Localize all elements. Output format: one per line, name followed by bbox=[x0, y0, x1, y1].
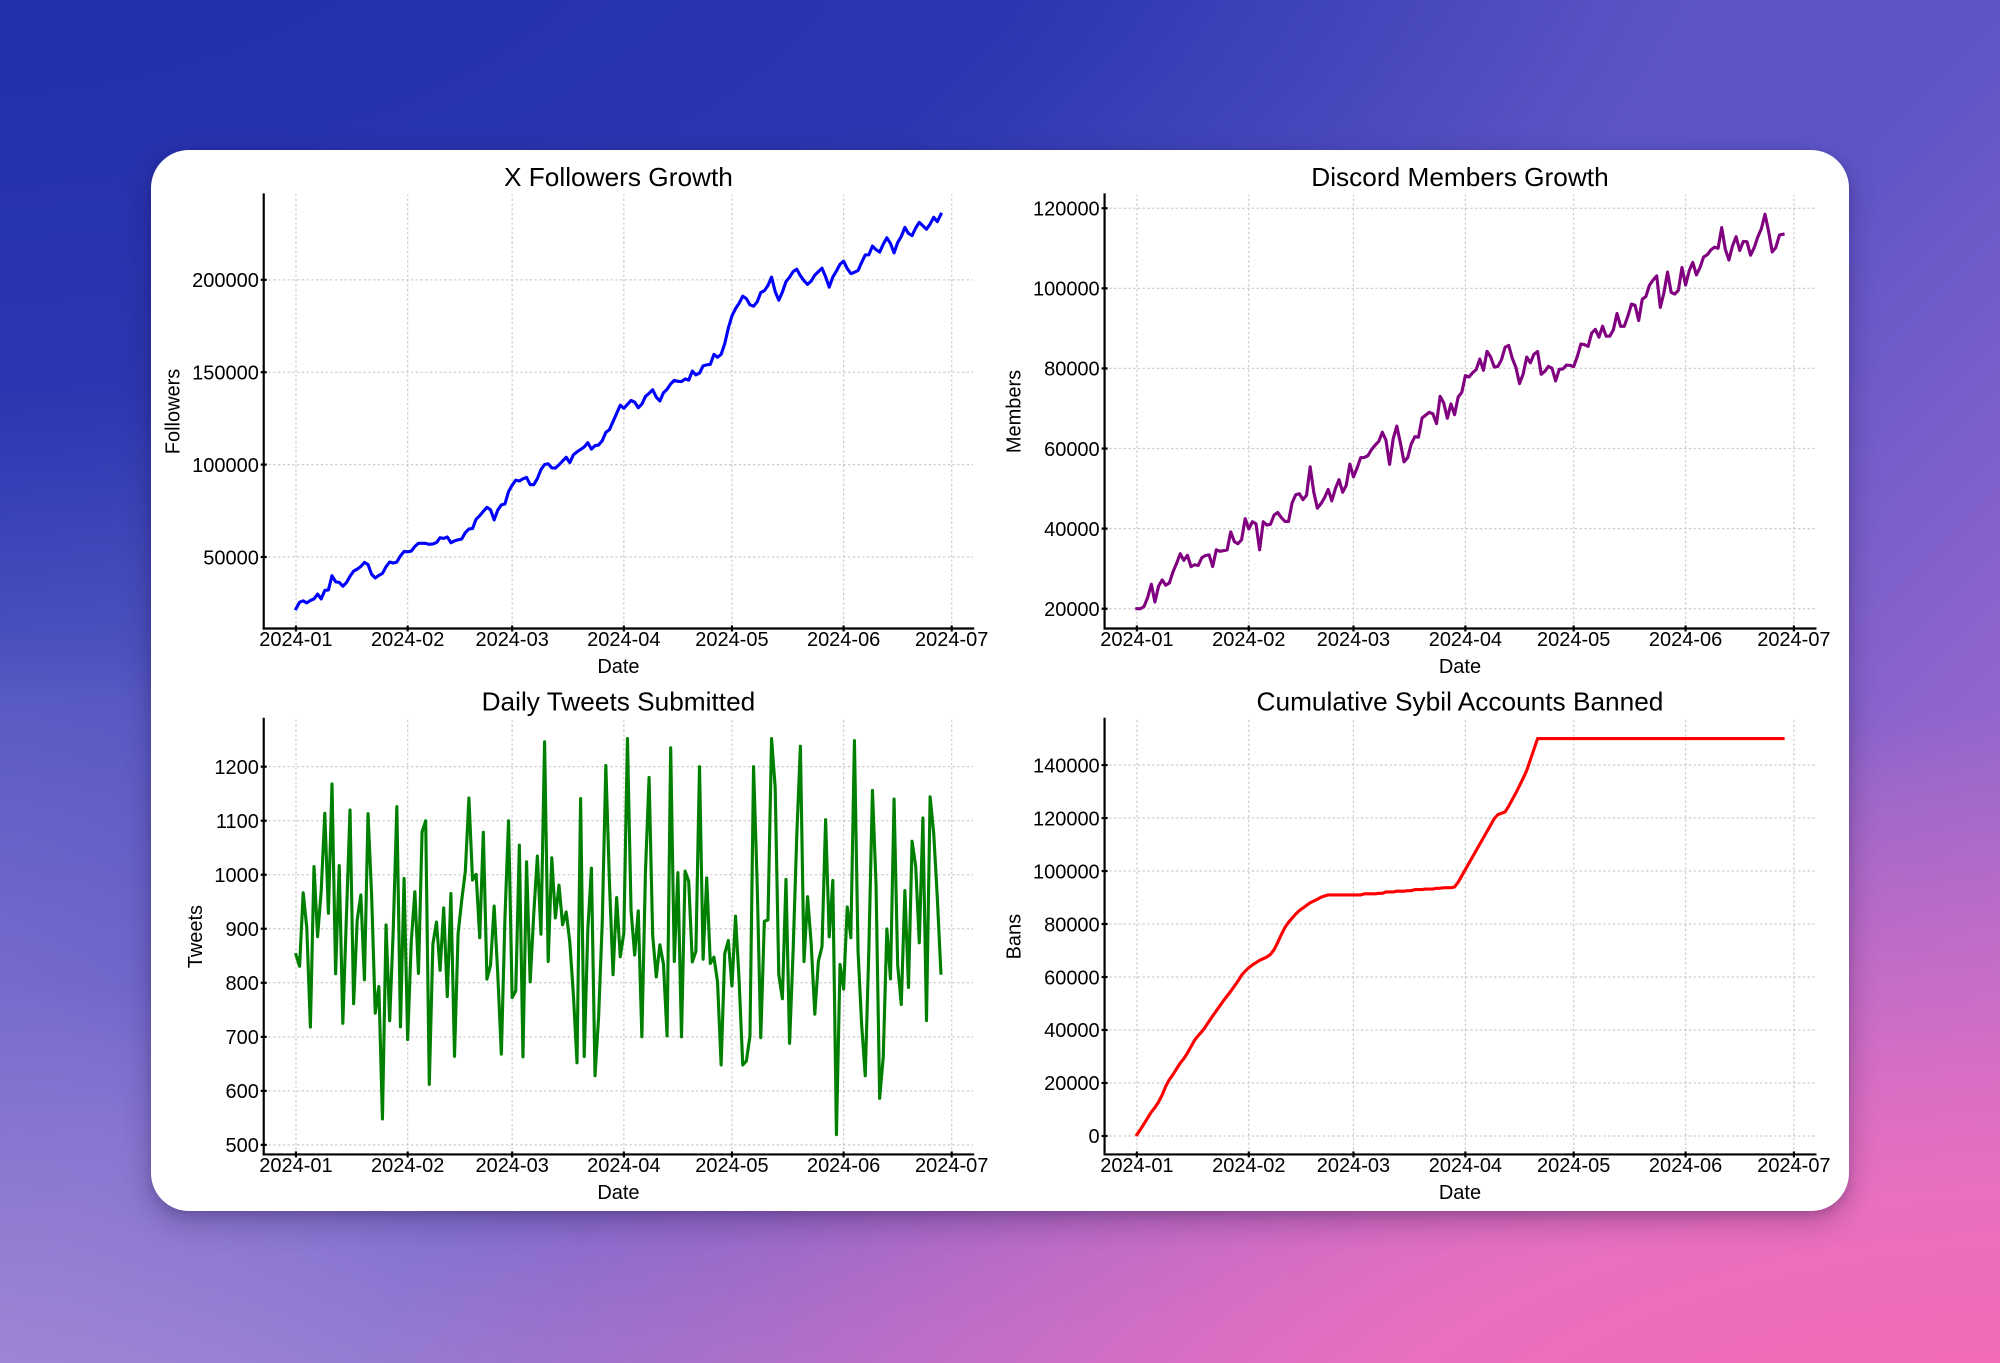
svg-text:Daily Tweets Submitted: Daily Tweets Submitted bbox=[481, 686, 755, 716]
svg-text:2024-04: 2024-04 bbox=[1428, 1155, 1501, 1177]
svg-text:2024-01: 2024-01 bbox=[259, 1155, 332, 1177]
svg-text:2024-06: 2024-06 bbox=[806, 1155, 879, 1177]
svg-text:2024-01: 2024-01 bbox=[1100, 1155, 1173, 1177]
svg-text:2024-05: 2024-05 bbox=[1537, 1155, 1610, 1177]
svg-text:2024-06: 2024-06 bbox=[1648, 1155, 1721, 1177]
svg-text:Date: Date bbox=[597, 656, 639, 678]
svg-text:40000: 40000 bbox=[1044, 518, 1100, 540]
svg-text:2024-07: 2024-07 bbox=[1757, 629, 1830, 651]
svg-text:2024-01: 2024-01 bbox=[259, 629, 332, 651]
svg-text:2024-02: 2024-02 bbox=[370, 629, 443, 651]
svg-text:2024-07: 2024-07 bbox=[1757, 1155, 1830, 1177]
svg-text:60000: 60000 bbox=[1044, 438, 1100, 460]
svg-text:Discord Members Growth: Discord Members Growth bbox=[1311, 162, 1608, 192]
svg-text:150000: 150000 bbox=[192, 362, 259, 384]
svg-text:2024-03: 2024-03 bbox=[1316, 629, 1389, 651]
svg-text:120000: 120000 bbox=[1032, 808, 1099, 830]
svg-text:700: 700 bbox=[225, 1027, 258, 1049]
svg-text:2024-01: 2024-01 bbox=[1100, 629, 1173, 651]
svg-text:2024-06: 2024-06 bbox=[1648, 629, 1721, 651]
svg-text:600: 600 bbox=[225, 1081, 258, 1103]
svg-text:100000: 100000 bbox=[1032, 278, 1099, 300]
svg-text:2024-06: 2024-06 bbox=[806, 629, 879, 651]
svg-text:2024-04: 2024-04 bbox=[587, 629, 660, 651]
svg-text:2024-04: 2024-04 bbox=[1428, 629, 1501, 651]
svg-text:Date: Date bbox=[1438, 656, 1480, 678]
svg-text:80000: 80000 bbox=[1044, 914, 1100, 936]
svg-text:900: 900 bbox=[225, 919, 258, 941]
svg-text:20000: 20000 bbox=[1044, 1073, 1100, 1095]
svg-text:800: 800 bbox=[225, 973, 258, 995]
svg-text:Date: Date bbox=[597, 1182, 639, 1204]
svg-text:500: 500 bbox=[225, 1135, 258, 1157]
svg-text:2024-07: 2024-07 bbox=[915, 1155, 988, 1177]
svg-text:Cumulative Sybil Accounts Bann: Cumulative Sybil Accounts Banned bbox=[1256, 686, 1663, 716]
svg-text:2024-03: 2024-03 bbox=[475, 629, 548, 651]
svg-text:2024-05: 2024-05 bbox=[695, 1155, 768, 1177]
svg-text:2024-05: 2024-05 bbox=[1537, 629, 1610, 651]
svg-text:0: 0 bbox=[1088, 1126, 1099, 1148]
svg-text:Date: Date bbox=[1438, 1182, 1480, 1204]
svg-text:80000: 80000 bbox=[1044, 358, 1100, 380]
svg-text:140000: 140000 bbox=[1032, 755, 1099, 777]
svg-text:X Followers Growth: X Followers Growth bbox=[503, 162, 732, 192]
svg-text:100000: 100000 bbox=[192, 454, 259, 476]
svg-text:120000: 120000 bbox=[1032, 198, 1099, 220]
svg-text:200000: 200000 bbox=[192, 270, 259, 292]
svg-text:Members: Members bbox=[1003, 369, 1025, 452]
svg-text:20000: 20000 bbox=[1044, 598, 1100, 620]
svg-text:2024-02: 2024-02 bbox=[370, 1155, 443, 1177]
svg-text:2024-03: 2024-03 bbox=[1316, 1155, 1389, 1177]
svg-text:1200: 1200 bbox=[214, 756, 258, 778]
svg-text:100000: 100000 bbox=[1032, 861, 1099, 883]
svg-text:1100: 1100 bbox=[215, 810, 258, 832]
svg-text:2024-07: 2024-07 bbox=[915, 629, 988, 651]
svg-text:2024-04: 2024-04 bbox=[587, 1155, 660, 1177]
svg-text:50000: 50000 bbox=[203, 547, 259, 569]
svg-text:2024-02: 2024-02 bbox=[1212, 629, 1285, 651]
svg-text:1000: 1000 bbox=[214, 864, 258, 886]
svg-text:Tweets: Tweets bbox=[184, 904, 206, 967]
svg-text:40000: 40000 bbox=[1044, 1020, 1100, 1042]
svg-text:60000: 60000 bbox=[1044, 967, 1100, 989]
svg-text:Followers: Followers bbox=[162, 368, 184, 454]
svg-text:2024-05: 2024-05 bbox=[695, 629, 768, 651]
svg-text:2024-03: 2024-03 bbox=[475, 1155, 548, 1177]
svg-text:Bans: Bans bbox=[1003, 913, 1025, 959]
svg-text:2024-02: 2024-02 bbox=[1212, 1155, 1285, 1177]
